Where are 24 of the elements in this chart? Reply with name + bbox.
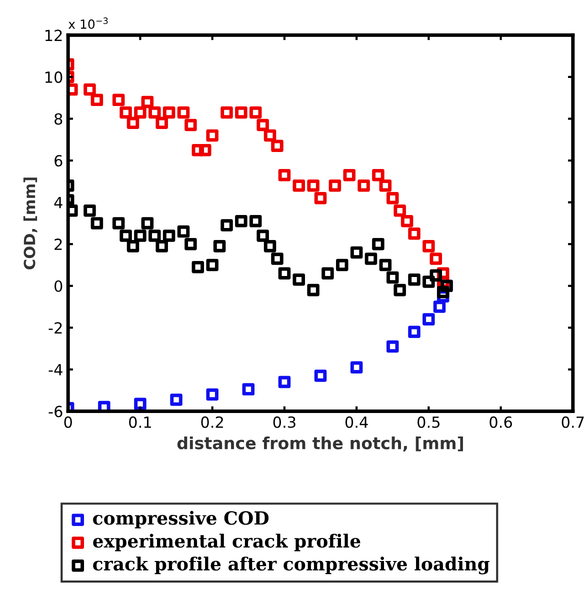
y-tick-label: -2	[48, 322, 62, 334]
x-tick-label: 0.5	[418, 416, 440, 428]
y-tick-label: -4	[48, 364, 62, 376]
x-tick-label: 0.6	[490, 416, 512, 428]
text: x 10$^{−3}$	[68, 17, 108, 29]
legend-label: experimental crack profile	[93, 534, 360, 552]
x-tick-label: 0.3	[273, 416, 296, 428]
x-axis-title: distance from the notch, [mm]	[177, 436, 463, 452]
x-tick-label: 0.2	[201, 416, 223, 428]
x-tick-label: 0.4	[345, 416, 368, 428]
x-tick-label: 0	[64, 416, 72, 428]
legend-label: compressive COD	[93, 510, 269, 528]
y-tick-label: 10	[45, 71, 62, 83]
legend-label: crack profile after compressive loading	[93, 556, 490, 574]
y-tick-label: 0	[54, 280, 62, 292]
x-tick-label: 0.1	[129, 416, 151, 428]
y-tick-label: 6	[54, 154, 62, 167]
x-tick-label: 0.7	[562, 416, 584, 428]
y-tick-label: 4	[54, 196, 62, 208]
y-tick-label: 2	[54, 238, 62, 250]
y-tick-label: 8	[54, 113, 62, 125]
y-tick-label: -6	[48, 406, 62, 418]
y-tick-label: 12	[45, 30, 62, 41]
y-axis-title: COD, [mm]	[23, 178, 38, 270]
